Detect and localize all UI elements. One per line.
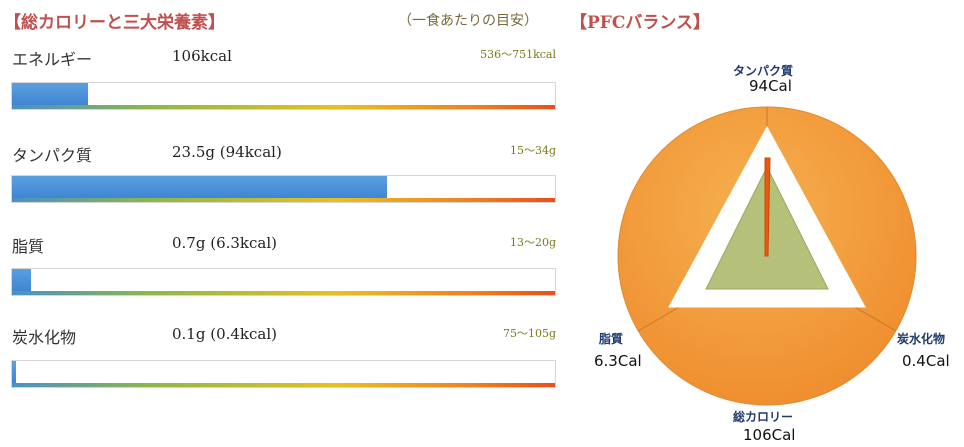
axis-label-carbs: 炭水化物	[897, 332, 946, 346]
progress-gradient	[12, 198, 555, 202]
progress-bar	[11, 175, 556, 203]
progress-gradient	[12, 105, 555, 109]
row-range: 75〜105g	[502, 327, 556, 340]
row-label: タンパク質	[12, 146, 93, 165]
row-label: エネルギー	[12, 50, 93, 69]
progress-gradient	[12, 383, 555, 387]
progress-bar	[11, 268, 556, 296]
row-value: 23.5g (94kcal)	[172, 143, 282, 161]
row-label: 脂質	[12, 237, 45, 256]
axis-value-protein: 94Cal	[749, 77, 792, 95]
section-title-nutrients: 【総カロリーと三大栄養素】	[4, 13, 225, 33]
axis-label-protein: タンパク質	[733, 64, 794, 78]
row-value: 0.1g (0.4kcal)	[172, 325, 278, 343]
axis-value-carbs: 0.4Cal	[902, 352, 950, 370]
axis-value-fat: 6.3Cal	[594, 352, 642, 370]
serving-note: （一食あたりの目安）	[398, 13, 538, 29]
progress-gradient	[12, 291, 555, 295]
row-range: 13〜20g	[509, 236, 556, 249]
progress-fill	[12, 361, 17, 387]
row-label: 炭水化物	[12, 328, 77, 347]
progress-bar	[11, 82, 556, 110]
axis-label-total: 総カロリー	[733, 410, 794, 424]
axis-value-total: 106Cal	[743, 426, 796, 444]
progress-bar	[11, 360, 556, 388]
row-value: 0.7g (6.3kcal)	[172, 234, 278, 252]
progress-fill	[12, 269, 31, 295]
row-range: 15〜34g	[509, 144, 556, 157]
row-value: 106kcal	[172, 47, 232, 65]
progress-fill	[12, 176, 387, 202]
section-title-pfc: 【PFCバランス】	[570, 13, 711, 33]
protein-marker	[764, 157, 771, 257]
progress-fill	[12, 83, 89, 109]
row-range: 536〜751kcal	[480, 48, 556, 61]
axis-label-fat: 脂質	[599, 332, 624, 346]
